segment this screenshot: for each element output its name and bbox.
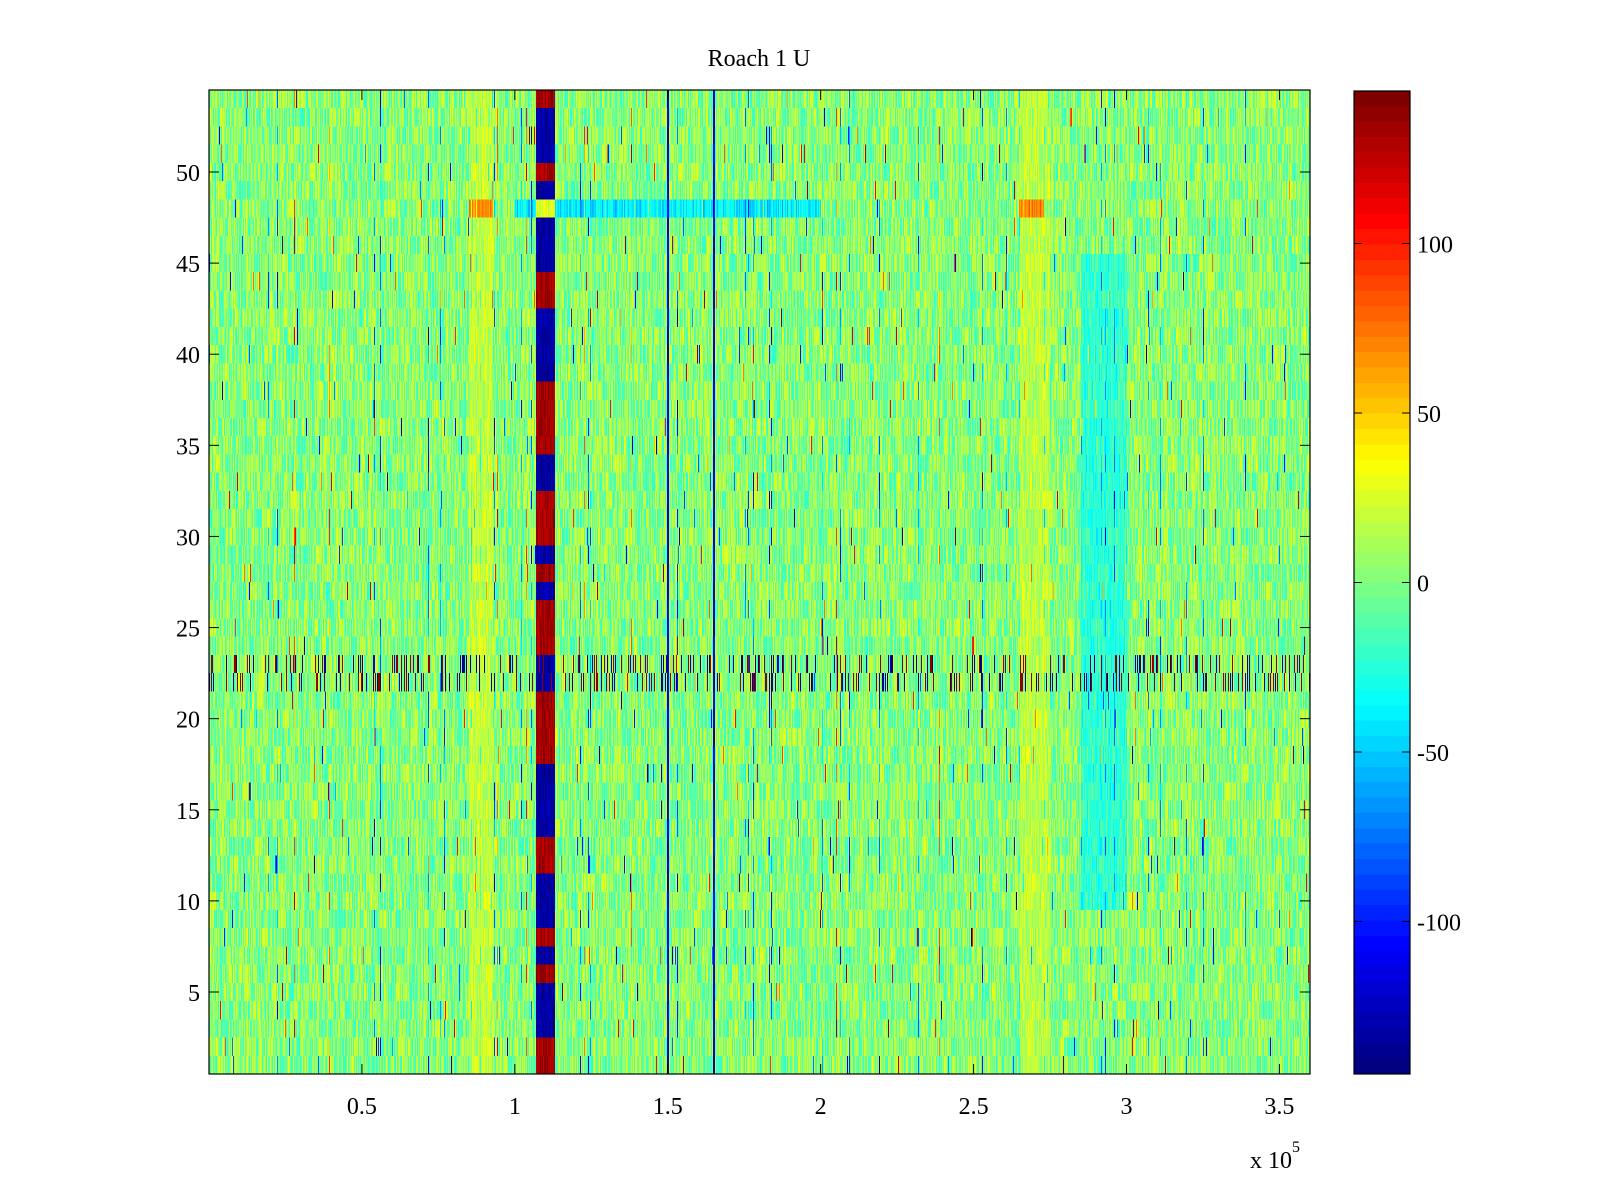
x-tick-label: 3	[1121, 1094, 1133, 1120]
x-tick-label: 1.5	[653, 1094, 683, 1120]
colorbar-tick-label: 100	[1417, 233, 1453, 259]
y-tick-label: 20	[176, 708, 200, 734]
colorbar-tick-label: 0	[1417, 572, 1429, 598]
y-tick-label: 5	[188, 981, 200, 1007]
x-multiplier-exponent: 5	[1292, 1139, 1300, 1156]
x-tick-label: 2	[815, 1094, 827, 1120]
colorbar-tick-label: -100	[1417, 910, 1461, 936]
x-tick-label: 3.5	[1264, 1094, 1294, 1120]
x-tick-label: 1	[509, 1094, 521, 1120]
chart-title: Roach 1 U	[708, 46, 811, 72]
x-tick-label: 0.5	[347, 1094, 377, 1120]
plot-area: 0.5 1 1.5 2 2.5 3 3.5 5 10 15 20 25 30 35 40 45 50	[176, 89, 1311, 1120]
y-tick-label: 45	[176, 252, 200, 278]
y-tick-label: 15	[176, 799, 200, 825]
heatmap-image	[209, 90, 1310, 1074]
y-tick-label: 40	[176, 343, 200, 369]
y-tick-label: 10	[176, 890, 200, 916]
colorbar-tick-label: 50	[1417, 402, 1441, 428]
y-tick-label: 30	[176, 525, 200, 551]
colorbar-gradient	[1354, 91, 1410, 1074]
y-tick-label: 25	[176, 617, 200, 643]
x-multiplier-label: x 105	[1250, 1139, 1300, 1174]
y-axis: 5 10 15 20 25 30 35 40 45 50	[176, 161, 1310, 1007]
plot-frame	[208, 89, 1311, 1075]
x-multiplier-base: x 10	[1250, 1148, 1292, 1174]
y-tick-label: 35	[176, 434, 200, 460]
colorbar-ticks: -100 -50 0 50 100	[1354, 233, 1461, 936]
x-tick-label: 2.5	[959, 1094, 989, 1120]
colorbar-tick-label: -50	[1417, 741, 1449, 767]
x-axis: 0.5 1 1.5 2 2.5 3 3.5	[347, 90, 1294, 1120]
colorbar: -100 -50 0 50 100	[1353, 90, 1461, 1075]
y-tick-label: 50	[176, 161, 200, 187]
